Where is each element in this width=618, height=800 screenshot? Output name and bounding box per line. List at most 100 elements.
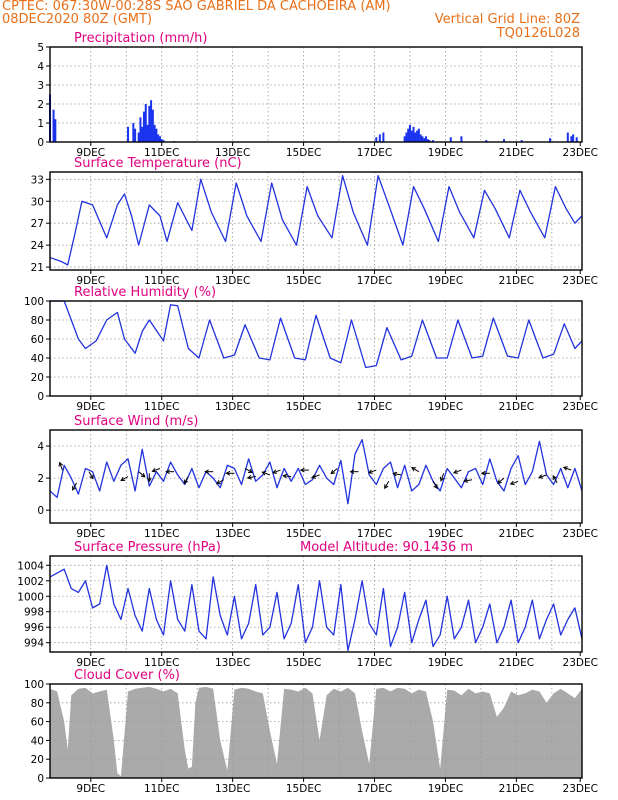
precip-bar: [142, 111, 145, 142]
wind-xtick-label: 13DEC: [215, 528, 250, 540]
wind-vector-shaft: [563, 466, 572, 471]
precip-bar: [151, 109, 154, 142]
header-station-line: CPTEC: 067:30W-00:28S SAO GABRIEL DA CAC…: [2, 0, 391, 14]
cloud-cover-xtick-label: 19DEC: [428, 783, 463, 795]
precipitation-xtick-label: 23DEC: [563, 147, 598, 159]
wind-vector-head: [433, 484, 438, 490]
cloud-cover-ytick-label: 20: [31, 754, 44, 766]
header-grid-line: Vertical Grid Line: 80Z: [434, 12, 580, 27]
wind-title: Surface Wind (m/s): [74, 414, 198, 429]
wind-vector-head: [439, 476, 445, 482]
pressure-ytick-label: 996: [24, 622, 44, 634]
temperature-ytick-label: 30: [31, 196, 44, 208]
wind-vector-head: [151, 467, 157, 473]
wind-vector-head: [246, 475, 252, 480]
precip-bar: [405, 132, 408, 142]
pressure-annotation: Model Altitude: 90.1436 m: [300, 540, 473, 555]
wind-vector-shaft: [59, 462, 63, 471]
humidity-xtick-label: 15DEC: [286, 401, 321, 413]
precip-bar: [157, 134, 160, 142]
pressure-ytick-label: 994: [24, 638, 44, 650]
humidity-xtick-label: 23DEC: [563, 401, 598, 413]
precip-bar: [158, 136, 161, 142]
precip-bar: [132, 123, 135, 142]
precip-bar: [520, 140, 523, 142]
wind-vector-head: [72, 485, 77, 491]
wind-vector-head: [165, 469, 170, 475]
precipitation-ytick-label: 2: [37, 99, 44, 111]
temperature-xtick-label: 23DEC: [563, 275, 598, 287]
precip-bar: [419, 134, 422, 142]
pressure-xtick-label: 23DEC: [563, 657, 598, 669]
precipitation-xtick-label: 9DEC: [76, 147, 105, 159]
precip-bar: [375, 137, 378, 142]
cloud-cover-xtick-label: 15DEC: [286, 783, 321, 795]
wind-vector-head: [183, 479, 188, 485]
pressure-xtick-label: 17DEC: [357, 657, 392, 669]
wind-vector-head: [140, 472, 146, 478]
temperature-xtick-label: 11DEC: [144, 275, 179, 287]
humidity-xtick-label: 13DEC: [215, 401, 250, 413]
humidity-ytick-label: 60: [31, 334, 44, 346]
precip-bar: [155, 128, 158, 142]
wind-vector-head: [384, 484, 389, 490]
pressure-line: [49, 564, 583, 652]
precipitation-xtick-label: 15DEC: [286, 147, 321, 159]
precip-bar: [137, 132, 140, 142]
wind-vector-shaft: [453, 469, 462, 474]
wind-xtick-label: 11DEC: [144, 528, 179, 540]
precip-bar: [162, 140, 165, 142]
pressure-frame: [49, 555, 583, 653]
header-date: 08DEC2020 80Z (GMT): [2, 12, 153, 27]
pressure-ytick-label: 1000: [17, 591, 44, 603]
precipitation-frame: [49, 46, 583, 143]
wind-vector-shaft: [497, 477, 505, 484]
temperature-frame: [49, 171, 583, 271]
precip-bar: [412, 126, 415, 142]
precip-bar: [54, 119, 57, 142]
precip-bar: [575, 137, 578, 142]
wind-vector-shaft: [384, 481, 390, 489]
cloud-cover-ytick-label: 60: [31, 717, 44, 729]
precip-bar: [160, 139, 163, 142]
wind-vector-head: [330, 469, 336, 475]
precip-bar: [460, 136, 463, 142]
precip-bar: [139, 117, 142, 142]
precip-bar: [566, 132, 569, 142]
wind-vector-shaft: [368, 469, 377, 474]
cloud-cover-ytick-label: 80: [31, 698, 44, 710]
cloud-cover-xtick-label: 13DEC: [215, 783, 250, 795]
cloud-cover-ytick-label: 40: [31, 735, 44, 747]
cloud-cover-frame: [49, 683, 583, 779]
pressure-xtick-label: 21DEC: [499, 657, 534, 669]
temperature-xtick-label: 17DEC: [357, 275, 392, 287]
wind-vector-shaft: [120, 476, 129, 481]
wind-vector-head: [392, 471, 398, 477]
wind-vector-shaft: [411, 467, 420, 473]
temperature-ytick-label: 33: [31, 174, 44, 186]
wind-vector-head: [282, 473, 288, 479]
wind-vector-shaft: [244, 468, 253, 473]
humidity-line: [50, 300, 583, 369]
humidity-ytick-label: 100: [24, 296, 44, 308]
precip-bar: [408, 124, 411, 142]
temperature-title: Surface Temperature (nC): [74, 156, 242, 171]
precip-bar: [423, 138, 426, 142]
precip-bar: [432, 140, 435, 142]
wind-vector-shaft: [440, 473, 445, 481]
wind-vector-shaft: [183, 476, 189, 484]
humidity-xtick-label: 19DEC: [428, 401, 463, 413]
wind-vector-shaft: [393, 473, 402, 476]
cloud-cover-xtick-label: 11DEC: [144, 783, 179, 795]
precipitation-xtick-label: 11DEC: [144, 147, 179, 159]
wind-vector-head: [509, 480, 515, 486]
precip-bar: [421, 136, 424, 142]
wind-vector-shaft: [72, 482, 78, 491]
wind-vector-head: [411, 467, 416, 472]
temperature-ytick-label: 21: [31, 262, 44, 274]
precip-bar: [52, 109, 55, 142]
precip-bar: [570, 136, 573, 142]
precip-bar: [549, 138, 552, 142]
wind-vector-head: [146, 477, 152, 483]
